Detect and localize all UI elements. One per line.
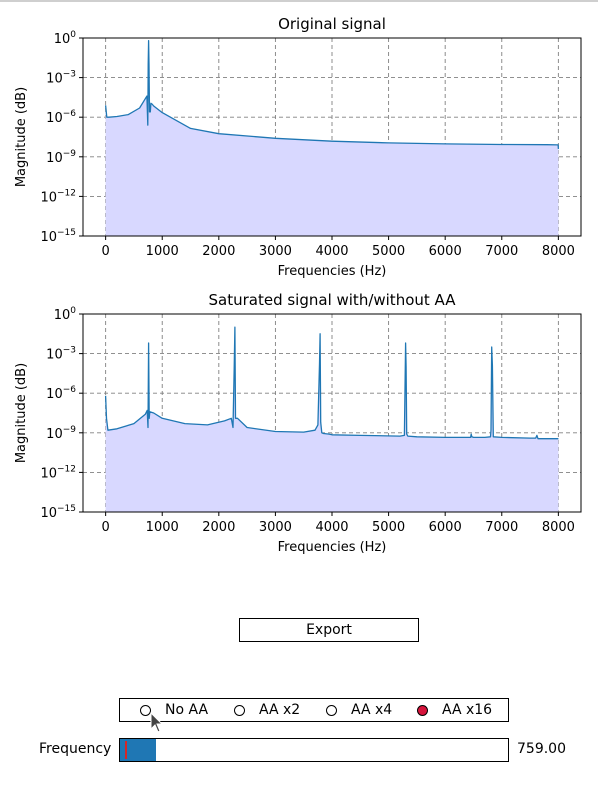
frequency-slider-initial-marker (124, 741, 127, 759)
radio-circle-icon (140, 705, 151, 716)
x-tick-label: 0 (101, 520, 109, 535)
frequency-slider-fill (120, 739, 156, 761)
frequency-slider-value: 759.00 (517, 741, 566, 757)
y-tick-label: 10−15 (40, 228, 76, 245)
x-axis-label: Frequencies (Hz) (278, 540, 387, 555)
y-tick-label: 10−9 (46, 425, 76, 442)
y-tick-label: 10−12 (40, 464, 76, 481)
spectrum-area-fill (105, 40, 559, 236)
aa-radio-group: No AA AA x2 AA x4 AA x16 (119, 698, 509, 722)
chart-title: Saturated signal with/without AA (209, 291, 457, 309)
frequency-slider[interactable] (119, 738, 509, 762)
x-tick-label: 3000 (259, 244, 292, 259)
x-tick-label: 1000 (146, 520, 179, 535)
radio-label-aa-x4: AA x4 (351, 702, 393, 718)
radio-circle-icon (326, 705, 337, 716)
y-axis-label: Magnitude (dB) (14, 87, 29, 187)
x-tick-label: 4000 (315, 520, 348, 535)
chart-title: Original signal (278, 15, 386, 33)
y-tick-label: 10−3 (46, 346, 76, 363)
x-tick-label: 5000 (372, 244, 405, 259)
y-tick-label: 10−6 (46, 385, 76, 402)
spectrum-area-fill (105, 327, 559, 512)
x-axis-label: Frequencies (Hz) (278, 264, 387, 279)
x-tick-label: 7000 (485, 244, 518, 259)
radio-label-aa-x2: AA x2 (259, 702, 301, 718)
x-tick-label: 2000 (202, 244, 235, 259)
x-tick-label: 0 (101, 244, 109, 259)
radio-label-aa-x16: AA x16 (442, 702, 493, 718)
radio-circle-icon (234, 705, 245, 716)
y-tick-label: 10−6 (46, 109, 76, 126)
x-tick-label: 3000 (259, 520, 292, 535)
y-tick-label: 100 (54, 30, 77, 47)
frequency-slider-label: Frequency (39, 741, 112, 757)
x-tick-label: 6000 (429, 244, 462, 259)
x-tick-label: 8000 (542, 520, 575, 535)
y-tick-label: 10−3 (46, 70, 76, 87)
chart-original-signal: Original signal 0 1000 2000 3000 4000 5000 6000… (14, 15, 582, 279)
x-tick-label: 7000 (485, 520, 518, 535)
export-button[interactable]: Export (239, 618, 419, 642)
mouse-pointer-icon (150, 712, 164, 733)
x-tick-label: 1000 (146, 244, 179, 259)
x-tick-label: 6000 (429, 520, 462, 535)
y-tick-label: 10−12 (40, 188, 76, 205)
spectrum-series-line (104, 39, 560, 149)
window-top-border (0, 0, 598, 2)
radio-circle-selected-icon (417, 705, 428, 716)
x-tick-label: 4000 (315, 244, 348, 259)
y-tick-label: 10−9 (46, 149, 76, 166)
y-tick-label: 100 (54, 306, 77, 323)
x-tick-label: 5000 (372, 520, 405, 535)
x-tick-label: 8000 (542, 244, 575, 259)
y-tick-label: 10−15 (40, 504, 76, 521)
radio-label-no-aa: No AA (165, 702, 209, 718)
y-axis-label: Magnitude (dB) (14, 363, 29, 463)
spectrum-series-line (104, 326, 559, 440)
chart-saturated-signal: Saturated signal with/without AA 0 1000 200… (14, 291, 582, 555)
x-tick-label: 2000 (202, 520, 235, 535)
